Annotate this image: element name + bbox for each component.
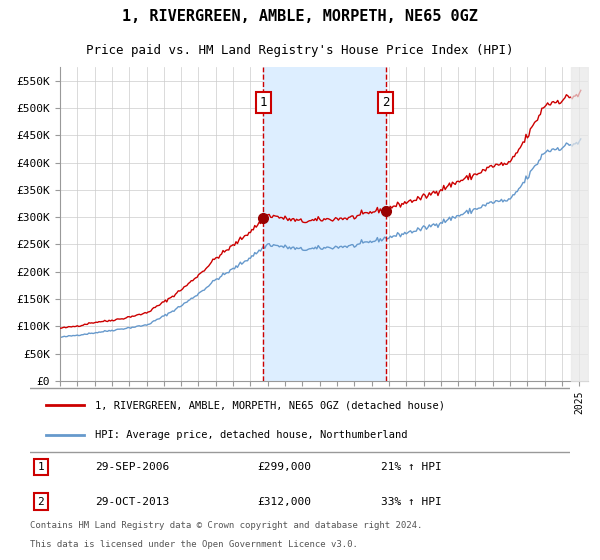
Text: 29-OCT-2013: 29-OCT-2013 bbox=[95, 497, 169, 507]
Text: 2: 2 bbox=[382, 96, 390, 109]
Text: 29-SEP-2006: 29-SEP-2006 bbox=[95, 462, 169, 472]
Text: Contains HM Land Registry data © Crown copyright and database right 2024.: Contains HM Land Registry data © Crown c… bbox=[30, 520, 422, 530]
Text: 33% ↑ HPI: 33% ↑ HPI bbox=[381, 497, 442, 507]
Text: £312,000: £312,000 bbox=[257, 497, 311, 507]
Text: 1: 1 bbox=[260, 96, 267, 109]
Text: 21% ↑ HPI: 21% ↑ HPI bbox=[381, 462, 442, 472]
Text: 2: 2 bbox=[37, 497, 44, 507]
Text: This data is licensed under the Open Government Licence v3.0.: This data is licensed under the Open Gov… bbox=[30, 540, 358, 549]
Text: Price paid vs. HM Land Registry's House Price Index (HPI): Price paid vs. HM Land Registry's House … bbox=[86, 44, 514, 57]
Text: 1: 1 bbox=[37, 462, 44, 472]
FancyBboxPatch shape bbox=[25, 389, 575, 451]
Text: £299,000: £299,000 bbox=[257, 462, 311, 472]
Text: 1, RIVERGREEN, AMBLE, MORPETH, NE65 0GZ: 1, RIVERGREEN, AMBLE, MORPETH, NE65 0GZ bbox=[122, 10, 478, 24]
Text: 1, RIVERGREEN, AMBLE, MORPETH, NE65 0GZ (detached house): 1, RIVERGREEN, AMBLE, MORPETH, NE65 0GZ … bbox=[95, 400, 445, 410]
Bar bbox=[263, 67, 386, 381]
Text: HPI: Average price, detached house, Northumberland: HPI: Average price, detached house, Nort… bbox=[95, 430, 407, 440]
